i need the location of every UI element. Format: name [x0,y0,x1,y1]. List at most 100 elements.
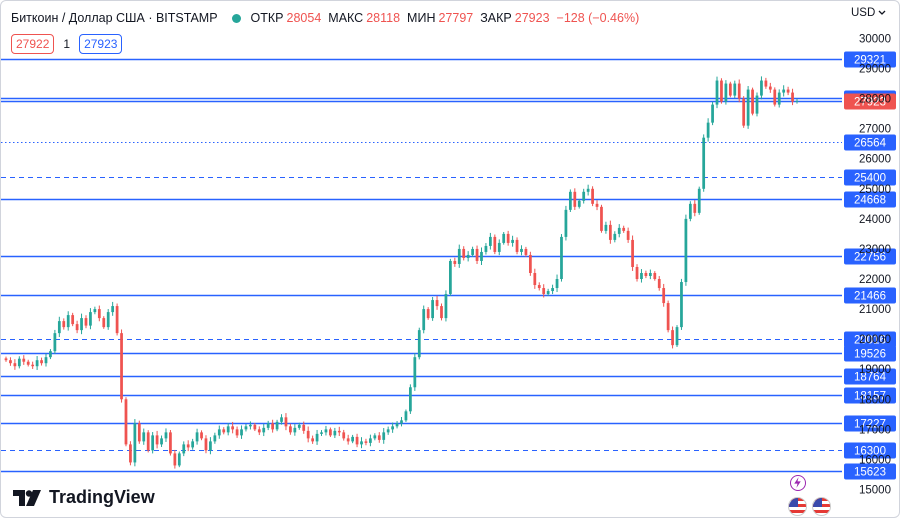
candle-body [217,429,221,436]
candle-body [53,333,57,352]
candle-body [768,86,772,90]
candle-body [266,423,270,428]
close-label: ЗАКР [480,11,512,25]
candle-body [648,272,652,277]
candle-body [795,100,799,102]
candle-body [662,288,666,304]
candle-body [591,188,594,204]
us-flag-icon[interactable] [788,497,807,516]
level-price-badge [844,248,896,265]
level-price-label: 24668 [854,195,886,207]
candle-body [475,248,479,261]
candle-body [528,254,532,273]
candle-body [560,236,563,280]
level-lines: 2932128003265642540024668227562146620016… [1,51,896,480]
candle-body [195,432,199,442]
candle-body [675,327,679,346]
change-value: −128 (−0.46%) [556,11,640,25]
candle-body [742,98,746,126]
candle-body [515,239,519,252]
high-value: 28118 [366,11,401,25]
candle-body [737,83,741,99]
candle-body [164,432,168,439]
candle-body [417,330,421,358]
candle-body [342,432,346,439]
candle-body [657,279,661,289]
candle-body [200,432,203,439]
y-tick-label: 28000 [859,94,891,106]
brand-name: TradingView [49,487,155,507]
candle-body [373,435,377,439]
tradingview-logo[interactable]: TradingView [13,487,155,508]
lightning-icon[interactable] [790,475,806,491]
candle-body [204,438,208,451]
candle-body [684,218,688,283]
level-price-badge [844,169,896,186]
candle-body [600,206,603,231]
y-tick-label: 18000 [859,394,891,406]
candle-body [671,330,674,346]
candle-body [724,83,728,102]
candle-body [226,426,230,433]
y-tick-label: 24000 [859,214,891,226]
y-tick-label: 23000 [859,244,891,256]
candle-body [462,248,466,258]
candle-body [573,191,577,207]
candle-body [733,83,737,96]
candle-body [235,429,239,436]
candle-body [222,429,226,433]
candle-body [435,300,439,307]
candle-body [173,453,177,466]
candle-body [315,433,319,442]
candle-body [440,306,443,319]
candle-body [533,272,537,286]
candle-body [62,321,66,328]
sell-button[interactable]: 27922 [11,34,55,54]
candle-body [431,300,434,319]
low-label: МИН [407,11,436,25]
candle-body [582,191,586,201]
y-tick-label: 21000 [859,304,891,316]
y-tick-label: 15000 [859,485,891,497]
candle-body [84,318,88,326]
low-value: 27797 [438,11,474,25]
level-price-label: 22756 [854,252,886,264]
high-label: МАКС [328,11,364,25]
candle-body [75,324,79,331]
candle-body [760,80,763,96]
candle-body [564,209,568,237]
candle-body [480,251,483,261]
candle-body [613,233,617,240]
candle-body [791,92,794,102]
candle-body [377,435,381,440]
candle-body [551,288,554,292]
currency-selector[interactable]: USD [851,7,886,19]
candle-body [524,248,528,255]
candle-body [404,411,408,421]
candle-body [542,288,546,295]
level-price-label: 21466 [854,291,886,303]
candle-body [706,122,710,138]
candle-body [186,444,190,448]
level-price-label: 19526 [854,349,886,361]
level-price-label: 25400 [854,173,886,185]
candle-body [324,429,328,433]
price-axis[interactable]: 15000 16000 17000 18000 19000 20000 21000 22000… [859,33,891,496]
y-tick-label: 25000 [859,184,891,196]
buy-button[interactable]: 27923 [79,34,123,54]
symbol-title[interactable]: Биткоин / Доллар США · BITSTAMP [11,11,218,25]
us-flag-icon-2[interactable] [812,497,831,516]
candle-body [351,436,354,442]
level-price-label: 20016 [854,335,886,347]
level-price-label: 15623 [854,467,886,479]
candle-body [4,358,8,361]
candle-body [595,203,599,207]
candle-body [306,430,310,439]
candle-body [44,357,48,364]
candle-body [111,306,115,313]
currency-label: USD [851,7,876,19]
candle-body [89,312,92,326]
candle-body [764,80,768,87]
y-tick-label: 17000 [859,424,891,436]
